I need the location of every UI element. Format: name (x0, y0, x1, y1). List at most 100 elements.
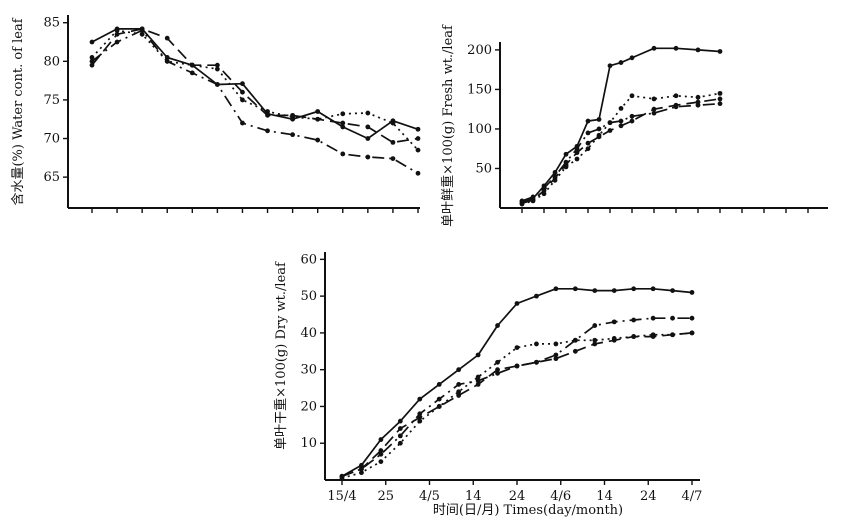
chart-dry-weight: 10 20 30 40 50 60 15/4 25 4/5 14 24 4/6 14 24 4/7 单叶干重×… (273, 252, 702, 518)
data-point (475, 352, 481, 358)
data-point (689, 290, 695, 295)
data-point (695, 94, 701, 100)
data-point (359, 462, 364, 468)
data-point (607, 63, 613, 69)
data-point (240, 89, 245, 95)
data-point (397, 426, 403, 431)
data-point (631, 317, 637, 323)
data-point (436, 381, 442, 387)
data-point (340, 111, 346, 117)
data-point (553, 352, 559, 358)
data-point (629, 55, 635, 61)
data-point (552, 173, 558, 179)
data-point (475, 381, 481, 387)
data-point (585, 118, 591, 124)
data-point (585, 146, 591, 152)
data-point (265, 109, 270, 114)
data-point (290, 114, 296, 120)
data-point (415, 136, 421, 141)
data-point (618, 118, 624, 124)
data-point (397, 418, 403, 424)
x-tick-label: 14 (465, 489, 482, 504)
data-point (456, 393, 462, 398)
data-point (717, 96, 723, 102)
data-point (689, 315, 695, 321)
y-tick-label: 80 (43, 54, 60, 69)
data-point (417, 396, 423, 402)
x-tick-label: 4/5 (419, 489, 440, 504)
series-line-dotted (91, 29, 419, 151)
data-point (495, 367, 500, 373)
data-point (417, 418, 423, 424)
series-line-dashed (521, 98, 721, 205)
data-point (534, 359, 539, 365)
series-line-dotted (521, 92, 721, 205)
data-point (475, 378, 481, 384)
data-point (240, 81, 245, 87)
data-point (390, 156, 396, 161)
data-point (563, 159, 569, 165)
data-point (651, 45, 657, 51)
series-line-dash-dot (341, 317, 692, 478)
data-point (514, 363, 520, 369)
data-point (164, 58, 170, 64)
data-point (290, 132, 296, 138)
data-point (611, 319, 617, 325)
series-line-solid (91, 28, 419, 140)
data-point (514, 301, 520, 306)
data-point (214, 66, 220, 72)
y-tick-label: 20 (300, 399, 317, 414)
data-point (365, 124, 371, 130)
data-point (214, 62, 220, 68)
data-point (574, 146, 580, 152)
data-point (552, 177, 558, 183)
data-point (673, 104, 679, 110)
data-point (552, 170, 558, 175)
data-point (592, 341, 598, 347)
x-tick-label: 4/6 (550, 489, 571, 504)
data-point (563, 151, 569, 157)
data-point (650, 286, 656, 292)
data-point (541, 185, 547, 191)
data-point (596, 117, 602, 122)
data-point (611, 288, 617, 294)
data-point (495, 323, 500, 328)
y-tick-label: 200 (467, 43, 492, 58)
data-point (378, 451, 384, 457)
x-tick-label: 14 (596, 489, 613, 504)
data-point (390, 139, 396, 145)
data-point (629, 118, 635, 124)
data-point (553, 286, 559, 292)
data-point (436, 404, 442, 409)
data-point (717, 49, 723, 54)
data-point (456, 389, 462, 395)
data-point (114, 28, 120, 33)
data-point (365, 110, 371, 116)
x-tick-label: 25 (377, 489, 394, 504)
x-tick-label: 4/7 (682, 489, 703, 504)
data-point (214, 82, 220, 87)
data-point (717, 101, 723, 107)
data-point (390, 120, 396, 126)
data-point (415, 147, 421, 153)
y-tick-label: 70 (43, 132, 60, 147)
data-point (240, 97, 245, 103)
x-tick-label: 24 (509, 489, 526, 504)
data-point (650, 315, 656, 321)
data-point (340, 151, 346, 157)
y-tick-label: 60 (300, 252, 317, 267)
data-point (397, 433, 403, 439)
series-line-dashed (91, 28, 419, 144)
data-point (717, 90, 723, 96)
data-point (530, 194, 536, 200)
y-tick-label: 85 (43, 16, 60, 31)
data-point (315, 109, 321, 114)
series-line-dashed (341, 332, 693, 478)
data-point (534, 341, 539, 347)
data-point (695, 102, 701, 108)
data-point (164, 35, 170, 41)
y-tick-label: 50 (300, 289, 317, 304)
data-point (585, 140, 591, 146)
data-point (563, 164, 569, 170)
y-tick-label: 75 (43, 93, 60, 108)
